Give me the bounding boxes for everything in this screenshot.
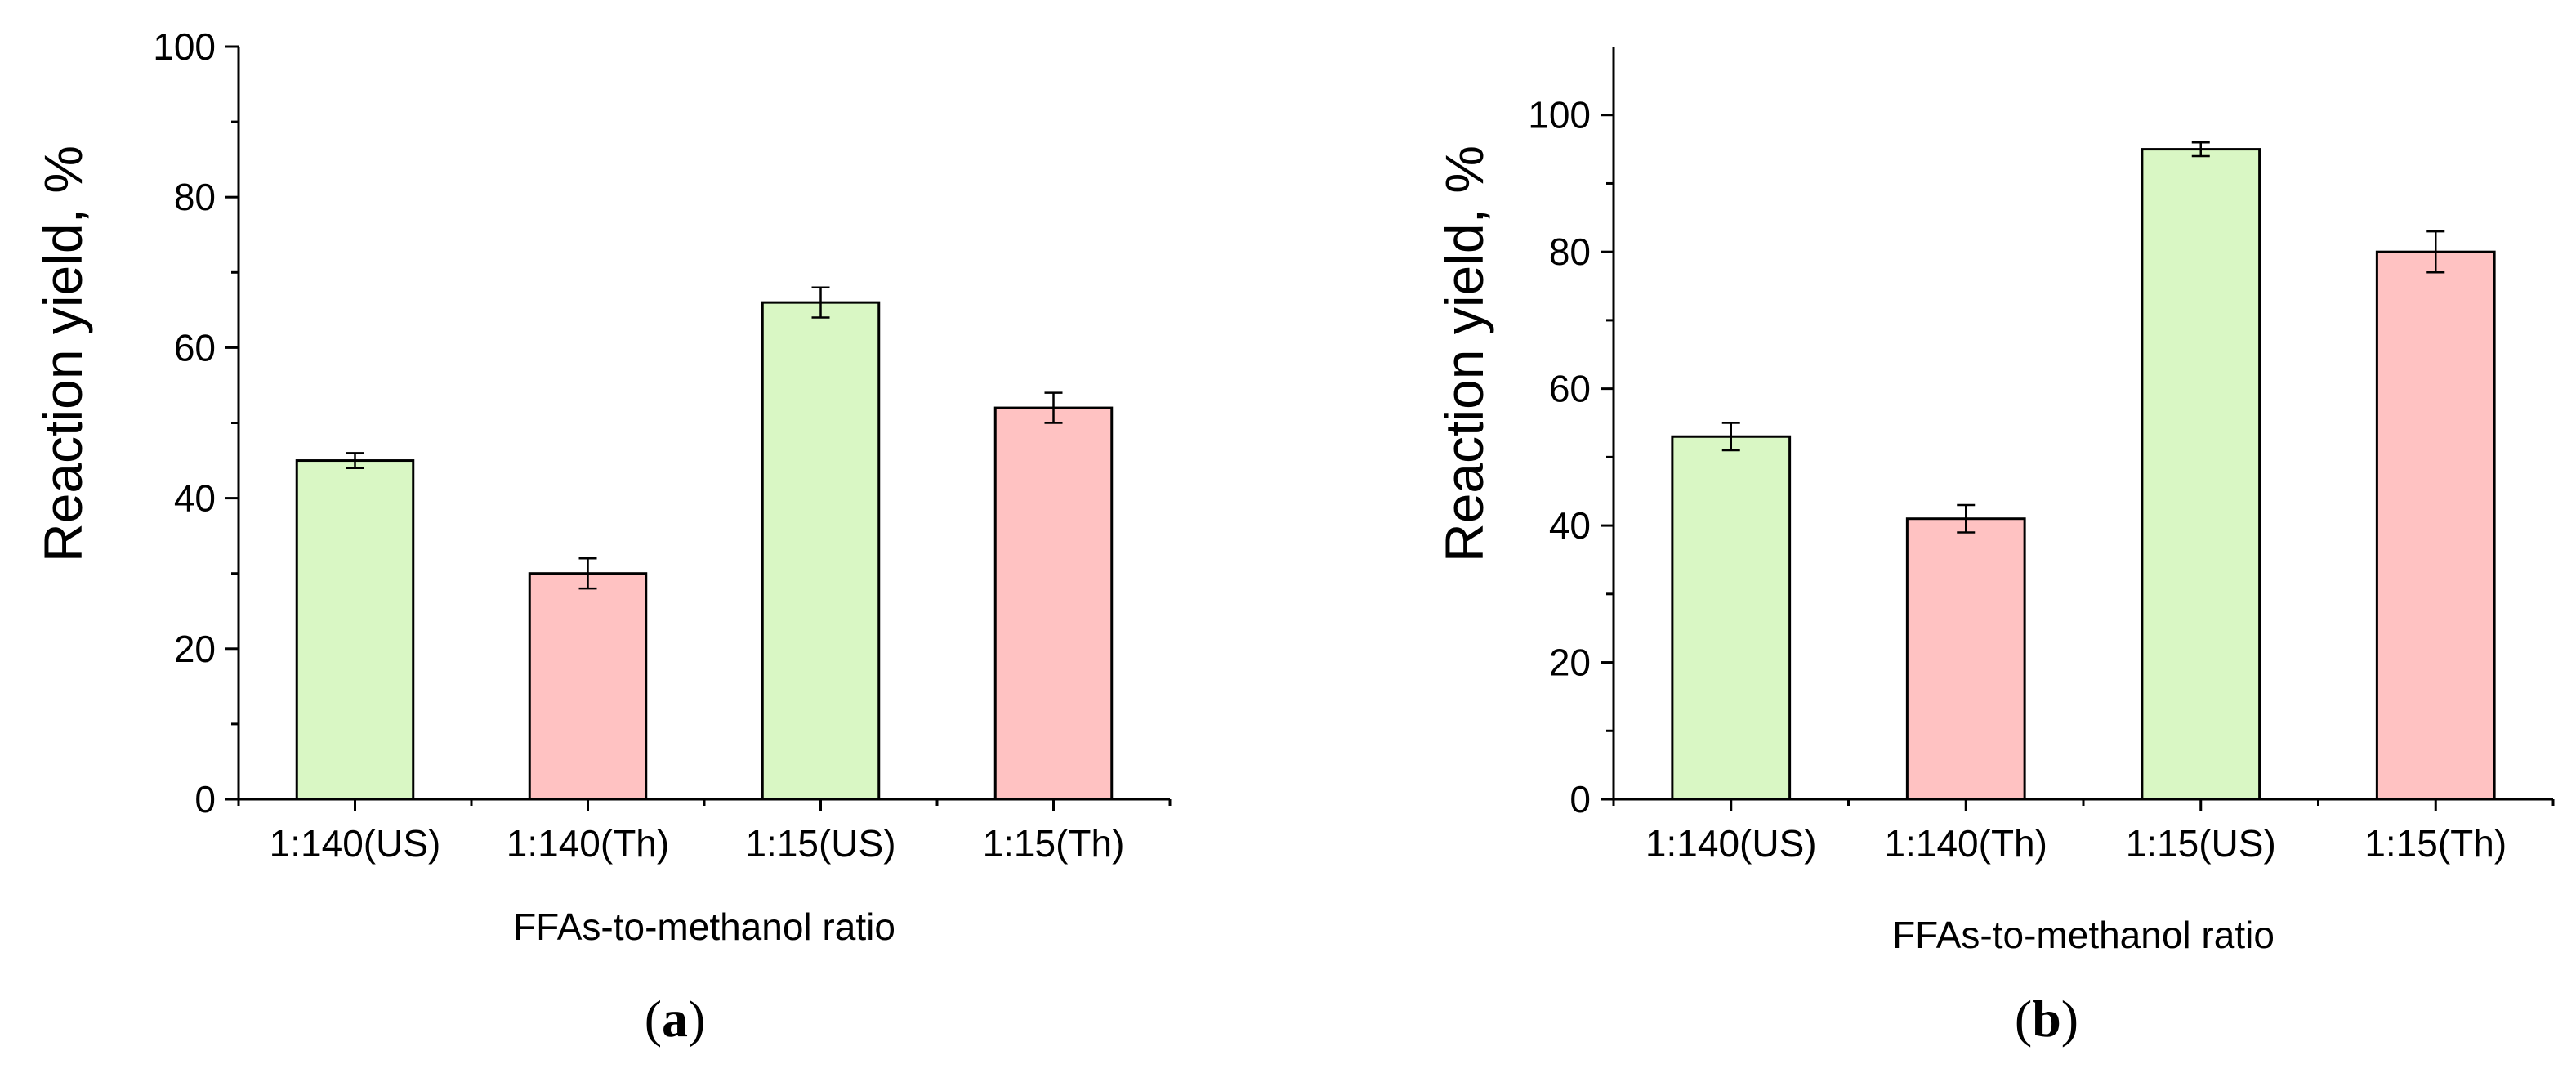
- panel-label: (a): [645, 990, 706, 1048]
- error-bar-1:140(Th): [1957, 503, 1976, 534]
- error-bar-1:140(US): [346, 452, 364, 470]
- bar-1:140(US): [295, 459, 415, 801]
- y-tick-label: 80: [174, 176, 216, 218]
- y-tick-label: 100: [153, 25, 216, 68]
- bar-1:15(Th): [993, 406, 1114, 801]
- y-tick-label: 0: [194, 778, 216, 820]
- bar-1:140(Th): [1905, 517, 2026, 801]
- bar-1:140(Th): [528, 572, 648, 801]
- panel-label: (b): [2015, 990, 2078, 1048]
- error-bar-1:15(Th): [1044, 391, 1063, 424]
- x-tick-label: 1:140(US): [270, 822, 441, 865]
- bar-1:15(US): [761, 301, 881, 801]
- x-tick-label: 1:15(US): [2126, 822, 2276, 865]
- y-tick-label: 60: [1549, 368, 1591, 410]
- panel-letter: b: [2032, 990, 2061, 1048]
- error-bar-1:15(US): [2191, 141, 2210, 158]
- y-tick-label: 100: [1528, 94, 1591, 136]
- y-tick-label: 60: [174, 326, 216, 369]
- panel-b-chart: 1:140(US) 1:140(Th) 1:15(US) 1:15(Th) 0 20 40 6…: [1434, 47, 2555, 1048]
- y-tick-label: 40: [174, 477, 216, 520]
- y-tick-label: 20: [174, 628, 216, 670]
- y-tick-label: 80: [1549, 230, 1591, 273]
- x-tick-label: 1:15(Th): [2364, 822, 2507, 865]
- x-tick-label: 1:15(Th): [983, 822, 1125, 865]
- y-tick-label: 40: [1549, 504, 1591, 547]
- x-tick-label: 1:140(Th): [1885, 822, 2047, 865]
- error-bar-1:140(Th): [578, 557, 597, 590]
- error-bar-1:15(Th): [2426, 230, 2445, 274]
- y-tick-label: 0: [1569, 778, 1591, 820]
- x-axis-title: FFAs-to-methanol ratio: [513, 905, 895, 948]
- error-bar-1:140(US): [1721, 422, 1740, 452]
- bar-1:15(US): [2141, 148, 2261, 801]
- y-axis-title: Reaction yield, %: [1434, 145, 1494, 562]
- y-axis-title: Reaction yield, %: [33, 145, 93, 562]
- bar-1:140(US): [1671, 435, 1792, 801]
- x-axis-title: FFAs-to-methanol ratio: [1892, 914, 2275, 956]
- x-tick-label: 1:140(US): [1645, 822, 1817, 865]
- y-tick-label: 20: [1549, 642, 1591, 684]
- x-tick-label: 1:140(Th): [507, 822, 669, 865]
- panel-letter: a: [662, 990, 688, 1048]
- panel-a-chart: 1:140(US) 1:140(Th) 1:15(US) 1:15(Th) 0 20 40 6…: [33, 25, 1172, 1048]
- x-tick-label: 1:15(US): [745, 822, 895, 865]
- bar-1:15(Th): [2375, 250, 2496, 801]
- error-bar-1:15(US): [811, 286, 830, 319]
